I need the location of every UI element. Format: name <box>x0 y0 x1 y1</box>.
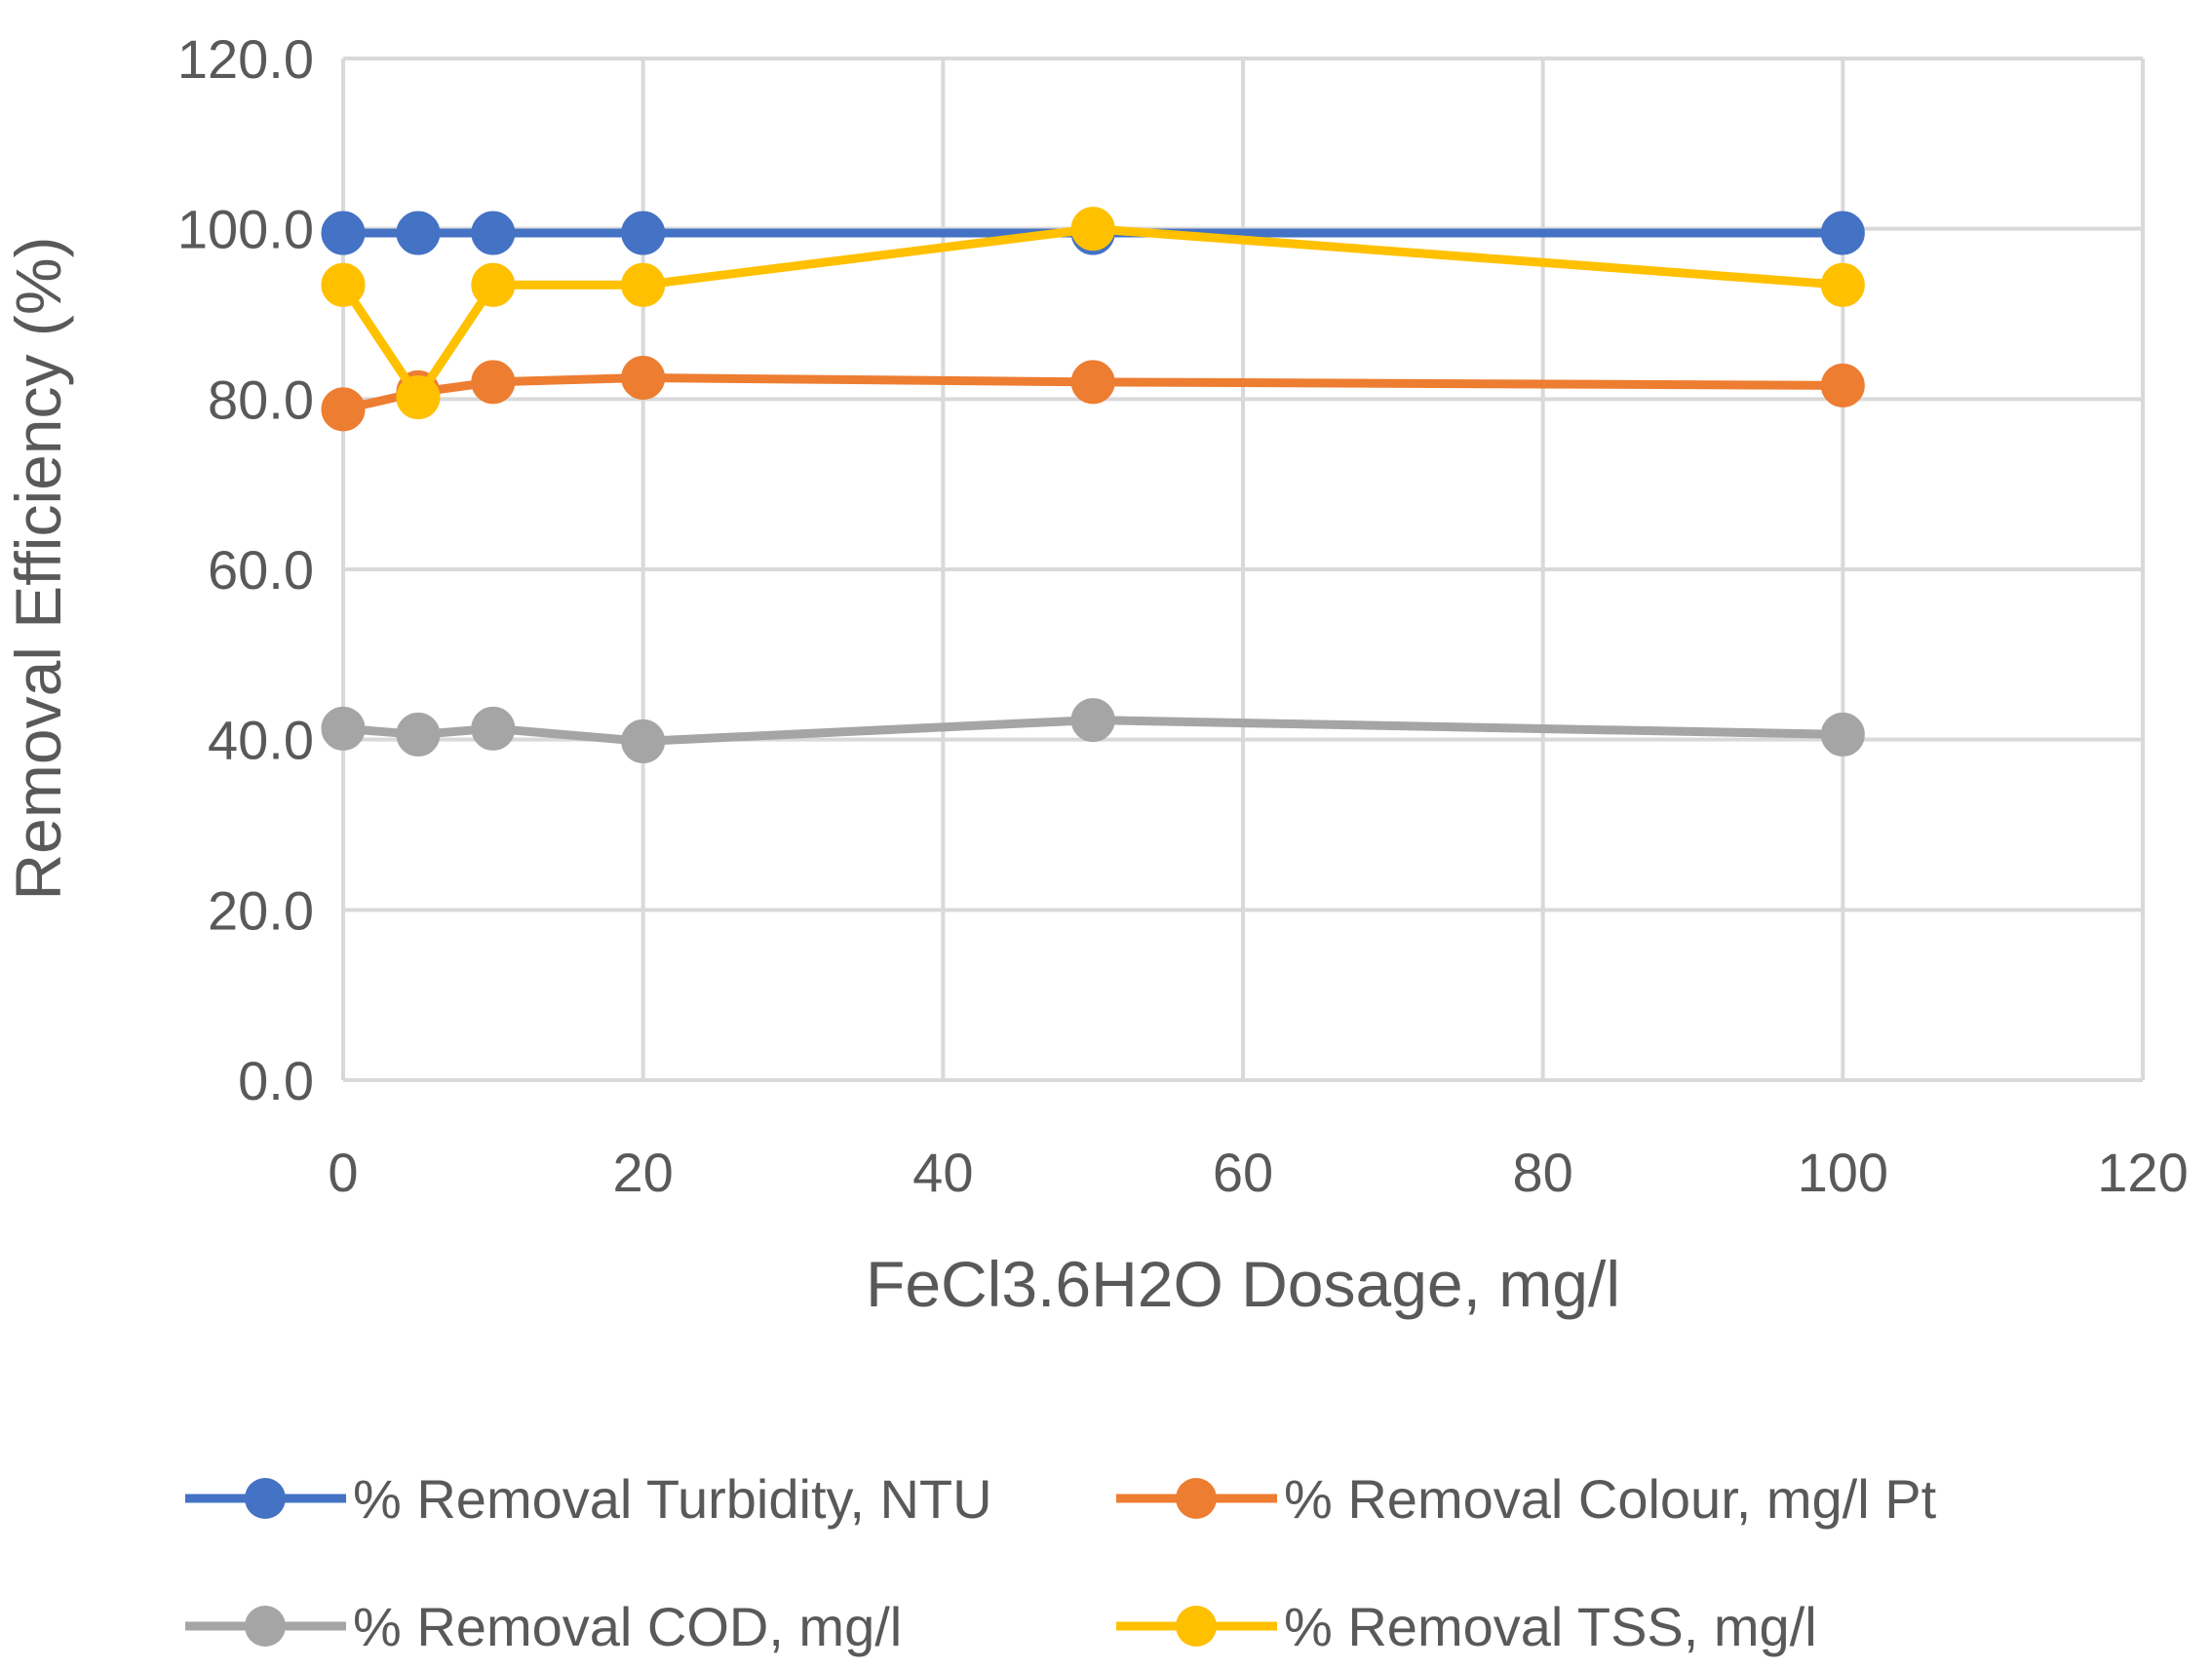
x-tick-label: 120 <box>2097 1142 2188 1203</box>
x-tick-label: 20 <box>613 1142 674 1203</box>
data-point <box>471 706 516 751</box>
y-tick-label: 20.0 <box>208 879 314 941</box>
legend-item: % Removal TSS, mg/l <box>1116 1596 1817 1657</box>
x-tick-label: 100 <box>1798 1142 1888 1203</box>
data-point <box>1820 211 1865 255</box>
data-point <box>621 211 666 255</box>
legend-label: % Removal Colour, mg/l Pt <box>1284 1468 1937 1530</box>
data-point <box>321 211 366 255</box>
x-tick-label: 40 <box>912 1142 973 1203</box>
legend-label: % Removal TSS, mg/l <box>1284 1596 1817 1657</box>
data-point <box>1070 207 1115 252</box>
legend-item: % Removal COD, mg/l <box>185 1596 902 1657</box>
y-axis-ticks: 0.0 20.0 40.0 60.0 80.0 100.0 120.0 <box>177 28 314 1111</box>
data-point <box>1820 712 1865 757</box>
x-axis-ticks: 0 20 40 60 80 100 120 <box>328 1142 2188 1203</box>
legend: % Removal Turbidity, NTU % Removal Colour… <box>185 1468 1937 1657</box>
legend-marker <box>1176 1478 1217 1519</box>
data-point <box>621 262 666 307</box>
y-tick-label: 40.0 <box>208 710 314 771</box>
series-4 <box>321 207 1865 420</box>
grid-lines <box>341 57 2145 1082</box>
data-point <box>621 718 666 763</box>
legend-marker <box>245 1606 286 1647</box>
series-2 <box>321 356 1865 432</box>
data-point <box>321 706 366 751</box>
data-series <box>321 207 1865 763</box>
y-tick-label: 120.0 <box>177 28 314 90</box>
x-tick-label: 80 <box>1513 1142 1573 1203</box>
series-3 <box>321 698 1865 763</box>
y-tick-label: 60.0 <box>208 539 314 601</box>
data-point <box>1820 262 1865 307</box>
data-point <box>396 375 441 420</box>
y-axis-title: Removal Efficiency (%) <box>2 237 74 901</box>
data-point <box>321 387 366 432</box>
x-tick-label: 60 <box>1213 1142 1273 1203</box>
data-point <box>471 360 516 405</box>
x-tick-label: 0 <box>328 1142 358 1203</box>
data-point <box>396 211 441 255</box>
series-1 <box>321 211 1865 255</box>
data-point <box>621 356 666 400</box>
legend-item: % Removal Turbidity, NTU <box>185 1468 992 1530</box>
legend-marker <box>245 1478 286 1519</box>
legend-item: % Removal Colour, mg/l Pt <box>1116 1468 1937 1530</box>
y-tick-label: 0.0 <box>238 1050 314 1111</box>
legend-label: % Removal COD, mg/l <box>353 1596 902 1657</box>
y-tick-label: 100.0 <box>177 199 314 260</box>
data-point <box>471 211 516 255</box>
data-point <box>1820 363 1865 408</box>
x-axis-title: FeCl3.6H2O Dosage, mg/l <box>866 1248 1620 1320</box>
data-point <box>321 262 366 307</box>
legend-label: % Removal Turbidity, NTU <box>353 1468 992 1530</box>
data-point <box>1070 698 1115 743</box>
series-line <box>339 224 1843 403</box>
data-point <box>396 712 441 757</box>
legend-marker <box>1176 1606 1217 1647</box>
y-tick-label: 80.0 <box>208 369 314 430</box>
data-point <box>471 262 516 307</box>
data-point <box>1070 360 1115 405</box>
